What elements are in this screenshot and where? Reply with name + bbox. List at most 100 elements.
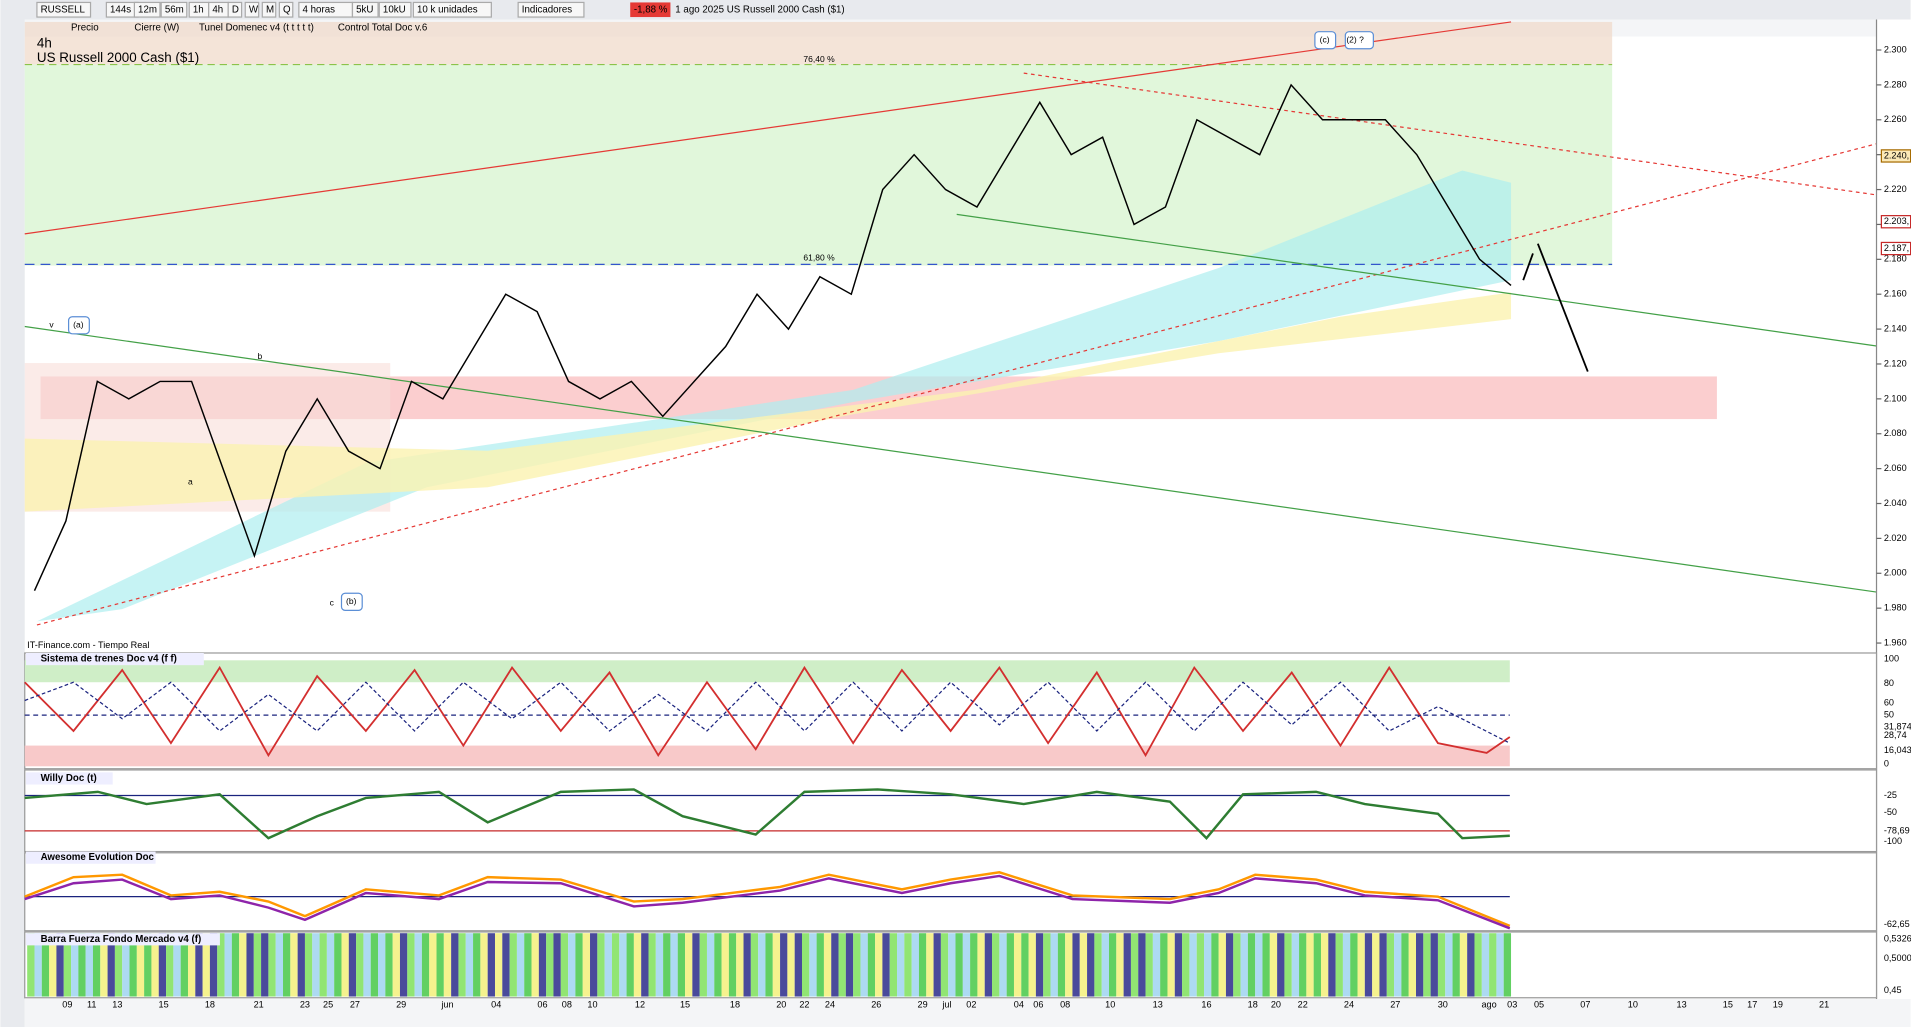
strength-bar: [1072, 933, 1080, 997]
toolbar-item: 10kU: [383, 4, 406, 15]
y-tick-label: 1.980: [1884, 603, 1907, 613]
strength-bar: [999, 933, 1007, 997]
indicator-tab: Cierre (W): [134, 23, 179, 34]
strength-bar: [151, 933, 159, 997]
y-tick-label: 2.080: [1884, 428, 1907, 438]
strength-bar: [1306, 933, 1314, 997]
panel-axis-label: 60: [1884, 697, 1894, 707]
strength-bar: [158, 933, 167, 997]
x-tick-label: 15: [1723, 999, 1733, 1009]
strength-bar: [356, 933, 364, 997]
toolbar-button[interactable]: [244, 1, 260, 18]
toolbar-button[interactable]: [261, 1, 277, 18]
strength-bar: [882, 933, 890, 997]
toolbar-item: -1,88 %: [634, 4, 668, 15]
strength-bar: [392, 933, 400, 997]
strength-bar: [509, 933, 517, 997]
strength-bar: [1094, 933, 1102, 997]
y-tick-label: 2.040: [1884, 498, 1907, 508]
x-tick-label: 12: [635, 999, 645, 1009]
strength-bar: [889, 933, 898, 997]
x-tick-label: jun: [440, 999, 453, 1009]
arrow: [1536, 243, 1589, 372]
strength-bar: [246, 933, 254, 997]
strength-bar: [1350, 933, 1358, 997]
strength-bar: [334, 933, 342, 997]
toolbar-button[interactable]: [36, 1, 92, 18]
strength-bar: [1445, 933, 1453, 997]
strength-bar: [516, 933, 525, 997]
toolbar-button[interactable]: [160, 1, 188, 18]
strength-bar: [590, 933, 598, 997]
toolbar-button[interactable]: [133, 1, 161, 18]
x-tick-label: 08: [562, 999, 572, 1009]
toolbar-button[interactable]: [517, 1, 585, 18]
strength-bar: [655, 933, 664, 997]
strength-bar: [626, 933, 634, 997]
strength-bar: [809, 933, 817, 997]
toolbar-button[interactable]: [278, 1, 294, 18]
strength-bar: [1225, 933, 1234, 997]
x-tick-label: 23: [300, 999, 310, 1009]
strength-bar: [1160, 933, 1168, 997]
toolbar-button[interactable]: [351, 1, 379, 18]
strength-bar: [1481, 933, 1490, 997]
x-tick-label: 15: [159, 999, 169, 1009]
strength-bar: [283, 933, 291, 997]
y-tick-label: 2.300: [1884, 44, 1907, 54]
strength-bar: [217, 933, 225, 997]
strength-bar: [290, 933, 298, 997]
strength-bar: [597, 933, 605, 997]
strength-bar: [1489, 933, 1497, 997]
toolbar-button[interactable]: [378, 1, 412, 18]
panel-axis-label: 50: [1884, 710, 1894, 720]
strength-bar: [670, 933, 678, 997]
panel-axis-label: 0,45: [1884, 985, 1902, 995]
strength-bar: [1277, 933, 1285, 997]
strength-bar: [312, 933, 320, 997]
strength-bar: [1167, 933, 1175, 997]
strength-bar: [940, 933, 949, 997]
strength-bar: [867, 933, 876, 997]
x-tick-label: jul: [941, 999, 951, 1009]
wave-label: (2) ?: [1346, 34, 1364, 44]
strength-bar: [122, 933, 130, 997]
strength-bar: [421, 933, 430, 997]
strength-bar: [816, 933, 824, 997]
strength-bar: [1116, 933, 1124, 997]
wave-label: b: [257, 351, 262, 361]
trend-line: [24, 325, 1877, 593]
strength-bar: [209, 933, 218, 997]
y-tick-label: 2.260: [1884, 114, 1907, 124]
strength-bar: [845, 933, 854, 997]
x-tick-label: 21: [1819, 999, 1829, 1009]
strength-bar: [1496, 933, 1504, 997]
x-tick-label: 18: [1248, 999, 1258, 1009]
strength-bar: [1379, 933, 1387, 997]
y-tick-label: 2.140: [1884, 323, 1907, 333]
strength-bar: [860, 933, 868, 997]
panel-3: [24, 852, 1878, 932]
indicator-tab: Tunel Domenec v4 (t t t t t): [199, 23, 314, 34]
strength-bar: [984, 933, 993, 997]
strength-bar: [853, 933, 861, 997]
wave-box: [1314, 31, 1337, 50]
x-tick-label: 13: [1153, 999, 1163, 1009]
strength-bar: [1138, 933, 1146, 997]
x-tick-label: 25: [323, 999, 333, 1009]
strength-bar: [1437, 933, 1446, 997]
panel-title: Sistema de trenes Doc v4 (f f): [41, 654, 177, 665]
toolbar-item: Indicadores: [522, 4, 572, 15]
toolbar-button[interactable]: [412, 1, 492, 18]
strength-bar: [1211, 933, 1219, 997]
toolbar-button[interactable]: [227, 1, 243, 18]
x-tick-label: 03: [1507, 999, 1517, 1009]
trend-line: [1023, 72, 1877, 196]
strength-bar: [473, 933, 481, 997]
strength-bar: [494, 933, 503, 997]
panel-axis-label: 0,5326: [1884, 934, 1911, 944]
strength-bar: [1430, 933, 1438, 997]
strength-bar: [1335, 933, 1343, 997]
strength-bar: [100, 933, 108, 997]
x-tick-label: 09: [62, 999, 72, 1009]
